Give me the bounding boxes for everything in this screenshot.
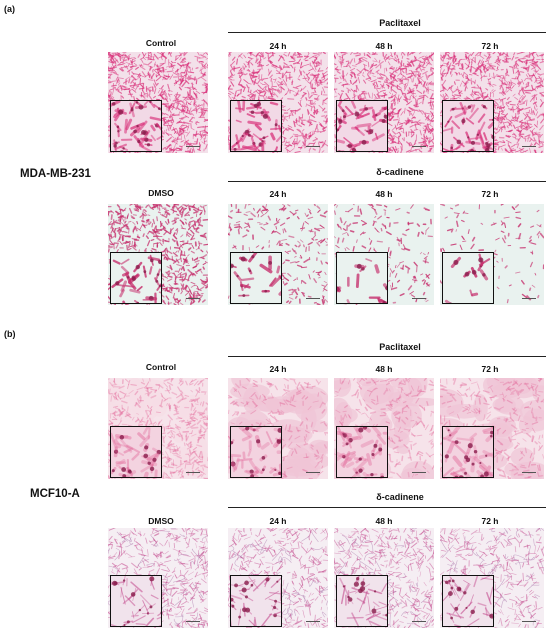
control-label-a1: Control — [145, 38, 177, 48]
zoom-inset — [230, 252, 282, 304]
zoom-inset — [336, 100, 388, 152]
zoom-inset — [230, 100, 282, 152]
treatment-line-a2 — [228, 181, 546, 182]
cell-line-label-a: MDA-MB-231 — [20, 168, 91, 180]
micrograph-b-1-0 — [108, 378, 208, 479]
micrograph-b-2-3 — [440, 528, 544, 628]
treatment-line-b1 — [228, 356, 546, 357]
micrograph-a-2-0 — [108, 204, 208, 305]
scale-bar — [306, 472, 320, 473]
zoom-inset — [110, 575, 162, 627]
zoom-inset — [336, 252, 388, 304]
micrograph-a-1-2 — [334, 52, 434, 153]
scale-bar — [186, 621, 200, 622]
zoom-inset — [442, 575, 494, 627]
time-label-a1-24: 24 h — [269, 41, 287, 51]
control-label-b2: DMSO — [148, 516, 174, 526]
zoom-inset — [230, 426, 282, 478]
treatment-label-a2: δ-cadinene — [376, 167, 424, 177]
micrograph-b-1-1 — [228, 378, 328, 479]
zoom-inset — [336, 575, 388, 627]
zoom-inset — [442, 100, 494, 152]
zoom-inset — [110, 426, 162, 478]
time-label-b2-24: 24 h — [269, 516, 287, 526]
micrograph-a-1-1 — [228, 52, 328, 153]
zoom-inset — [230, 575, 282, 627]
micrograph-b-2-1 — [228, 528, 328, 628]
time-label-b1-48: 48 h — [375, 364, 393, 374]
panel-label-a: (a) — [4, 4, 15, 14]
control-label-b1: Control — [145, 362, 177, 372]
scale-bar — [186, 472, 200, 473]
micrograph-a-2-1 — [228, 204, 328, 305]
cell-line-label-b: MCF10-A — [30, 488, 80, 500]
scale-bar — [522, 298, 536, 299]
time-label-b2-72: 72 h — [481, 516, 499, 526]
treatment-label-b1: Paclitaxel — [379, 342, 421, 352]
zoom-inset — [442, 252, 494, 304]
time-label-a1-48: 48 h — [375, 41, 393, 51]
scale-bar — [412, 472, 426, 473]
scale-bar — [306, 621, 320, 622]
time-label-b1-24: 24 h — [269, 364, 287, 374]
micrograph-b-1-2 — [334, 378, 434, 479]
control-label-a2: DMSO — [148, 188, 174, 198]
time-label-b2-48: 48 h — [375, 516, 393, 526]
zoom-inset — [110, 100, 162, 152]
scale-bar — [412, 298, 426, 299]
micrograph-b-2-0 — [108, 528, 208, 628]
scale-bar — [522, 621, 536, 622]
time-label-a2-24: 24 h — [269, 189, 287, 199]
zoom-inset — [336, 426, 388, 478]
scale-bar — [412, 621, 426, 622]
scale-bar — [412, 146, 426, 147]
micrograph-a-1-3 — [440, 52, 544, 153]
micrograph-b-1-3 — [440, 378, 544, 479]
micrograph-a-2-2 — [334, 204, 434, 305]
zoom-inset — [442, 426, 494, 478]
time-label-a1-72: 72 h — [481, 41, 499, 51]
zoom-inset — [110, 252, 162, 304]
micrograph-b-2-2 — [334, 528, 434, 628]
scale-bar — [186, 298, 200, 299]
treatment-line-b2 — [228, 507, 546, 508]
scale-bar — [186, 146, 200, 147]
scale-bar — [306, 146, 320, 147]
scale-bar — [522, 146, 536, 147]
treatment-label-b2: δ-cadinene — [376, 492, 424, 502]
treatment-label-a1: Paclitaxel — [379, 18, 421, 28]
time-label-a2-48: 48 h — [375, 189, 393, 199]
time-label-a2-72: 72 h — [481, 189, 499, 199]
treatment-line-a1 — [228, 32, 546, 33]
scale-bar — [306, 298, 320, 299]
micrograph-a-2-3 — [440, 204, 544, 305]
time-label-b1-72: 72 h — [481, 364, 499, 374]
micrograph-a-1-0 — [108, 52, 208, 153]
panel-label-b: (b) — [4, 329, 16, 339]
scale-bar — [522, 472, 536, 473]
